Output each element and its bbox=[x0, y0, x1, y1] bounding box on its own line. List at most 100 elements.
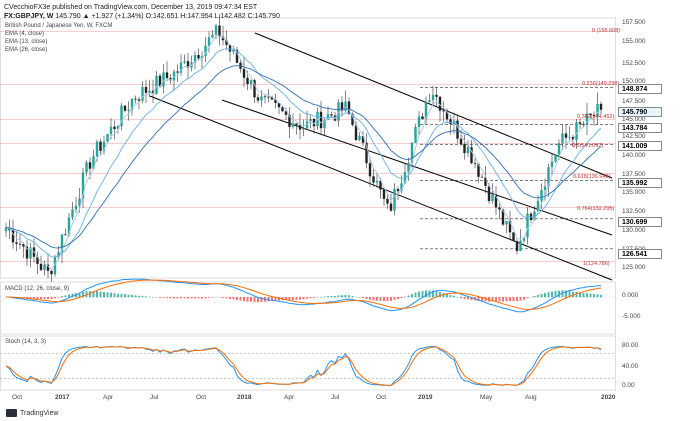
macd-histogram-bar bbox=[33, 297, 35, 299]
candle-body bbox=[85, 162, 88, 173]
candle-body bbox=[557, 143, 561, 155]
macd-histogram-bar bbox=[225, 297, 228, 299]
time-tick: Jul bbox=[150, 394, 159, 401]
time-tick: 2020 bbox=[601, 394, 616, 401]
candle-body bbox=[435, 94, 438, 97]
candle-body bbox=[302, 128, 305, 130]
macd-histogram-bar bbox=[334, 295, 336, 298]
candle-body bbox=[526, 213, 529, 238]
price-tick: 152.500 bbox=[622, 60, 646, 67]
macd-histogram-bar bbox=[260, 297, 263, 303]
fib-0618: 0.618(136.948) bbox=[573, 174, 611, 180]
macd-histogram-bar bbox=[372, 297, 375, 301]
time-tick: Oct bbox=[196, 394, 207, 401]
macd-histogram-bar bbox=[586, 293, 588, 298]
candle-body bbox=[550, 161, 554, 168]
candle-body bbox=[312, 118, 316, 127]
candle-body bbox=[267, 96, 270, 98]
macd-histogram-bar bbox=[257, 297, 259, 303]
macd-histogram-bar bbox=[554, 291, 557, 298]
macd-line bbox=[5, 278, 601, 313]
candle-body bbox=[158, 75, 162, 87]
candle-body bbox=[417, 116, 421, 127]
macd-histogram-bar bbox=[89, 291, 91, 298]
candle-body bbox=[176, 71, 179, 73]
macd-histogram-bar bbox=[299, 297, 301, 300]
candle-body bbox=[386, 198, 389, 204]
macd-histogram-bar bbox=[582, 292, 585, 298]
macd-histogram-bar bbox=[92, 291, 95, 298]
candle-body bbox=[144, 86, 148, 93]
candle-body bbox=[295, 123, 298, 125]
macd-histogram-bar bbox=[470, 297, 473, 301]
macd-histogram-bar bbox=[558, 290, 560, 298]
price-tick: 150.000 bbox=[622, 78, 646, 85]
stoch-tick: 40.00 bbox=[622, 363, 639, 370]
ohlc-values: 145.790 ▲ +1.927 (+1.34%) O:142.651 H:14… bbox=[55, 13, 280, 20]
candle-body bbox=[330, 114, 333, 116]
candle-body bbox=[281, 107, 284, 112]
candle-body bbox=[50, 270, 53, 275]
macd-histogram-bar bbox=[106, 292, 109, 298]
macd-histogram-bar bbox=[383, 297, 385, 301]
macd-histogram-bar bbox=[190, 297, 193, 299]
macd-histogram-bar bbox=[509, 297, 511, 302]
candle-body bbox=[113, 126, 116, 130]
stoch-k-line bbox=[5, 345, 602, 387]
time-tick: 2018 bbox=[237, 394, 252, 401]
macd-histogram-bar bbox=[596, 294, 599, 298]
candle-body bbox=[71, 209, 74, 218]
price-label-148874: 148.874 bbox=[618, 84, 662, 94]
macd-histogram-bar bbox=[208, 297, 210, 298]
macd-histogram-bar bbox=[390, 297, 392, 301]
candle-body bbox=[36, 256, 39, 264]
macd-histogram-bar bbox=[397, 297, 399, 300]
time-tick: Apr bbox=[103, 394, 114, 401]
candle-body bbox=[358, 136, 361, 140]
candle-body bbox=[389, 203, 393, 211]
macd-histogram-bar bbox=[96, 291, 98, 298]
candle-body bbox=[515, 241, 519, 252]
macd-histogram-bar bbox=[239, 297, 242, 301]
fib-1: 1(124.786) bbox=[583, 261, 610, 267]
macd-histogram-bar bbox=[435, 290, 438, 298]
macd-histogram-bar bbox=[201, 297, 203, 299]
fib-05: 0.5(141.097) bbox=[572, 143, 604, 149]
macd-histogram-bar bbox=[565, 290, 567, 298]
macd-histogram-bar bbox=[120, 293, 123, 298]
candle-body bbox=[207, 37, 211, 46]
macd-histogram-bar bbox=[533, 295, 536, 298]
candle-body bbox=[53, 256, 57, 275]
candle-body bbox=[487, 185, 491, 201]
macd-histogram-bar bbox=[519, 297, 522, 301]
candle-body bbox=[179, 62, 183, 73]
footer-brand[interactable]: TradingView bbox=[6, 409, 59, 417]
price-tick: 145.000 bbox=[622, 116, 646, 123]
macd-histogram-bar bbox=[64, 295, 67, 298]
macd-histogram-bar bbox=[306, 297, 308, 299]
candle-body bbox=[270, 96, 274, 100]
symbol[interactable]: FX:GBPJPY, W bbox=[4, 13, 54, 20]
candle-body bbox=[361, 136, 365, 143]
fib-0236: 0.236(149.298) bbox=[582, 81, 620, 87]
price-label-135992: 135.992 bbox=[618, 178, 662, 188]
macd-histogram-bar bbox=[600, 294, 602, 298]
macd-histogram-bar bbox=[414, 292, 417, 298]
candle-body bbox=[22, 243, 25, 247]
candle-body bbox=[284, 111, 288, 115]
candle-body bbox=[494, 194, 498, 208]
macd-histogram-bar bbox=[575, 291, 578, 298]
brand-text: TradingView bbox=[20, 409, 59, 417]
candle-body bbox=[197, 55, 200, 59]
macd-histogram-bar bbox=[169, 297, 172, 299]
candle-body bbox=[141, 86, 144, 101]
macd-histogram-bar bbox=[253, 297, 256, 303]
macd-tick: -5.000 bbox=[622, 313, 641, 320]
macd-histogram-bar bbox=[379, 297, 382, 301]
candle-body bbox=[445, 111, 449, 120]
candle-body bbox=[148, 90, 151, 93]
macd-histogram-bar bbox=[302, 297, 305, 300]
fib-0764: 0.764(132.295) bbox=[577, 206, 615, 212]
macd-histogram-bar bbox=[145, 296, 147, 298]
